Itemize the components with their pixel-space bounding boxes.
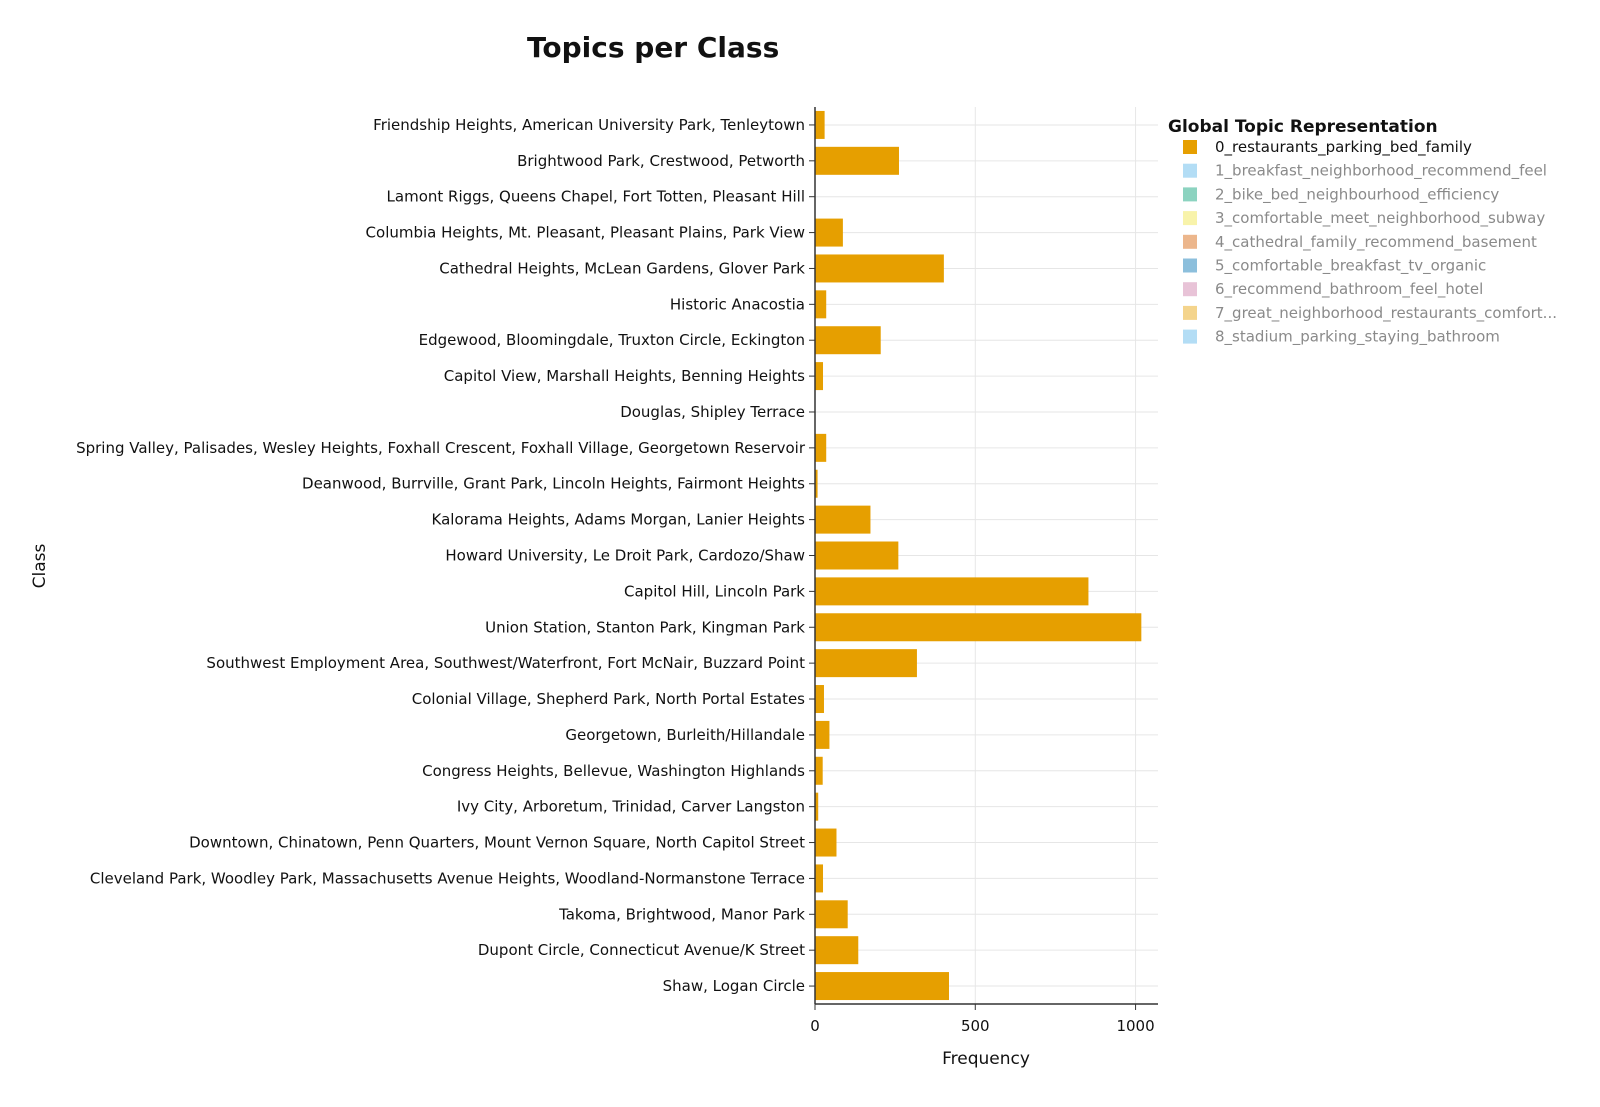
bar[interactable]: [815, 433, 827, 462]
legend-swatch: [1183, 282, 1197, 297]
legend-item[interactable]: 7_great_neighborhood_restaurants_comfort…: [1183, 304, 1557, 323]
bar[interactable]: [815, 685, 824, 714]
legend-item[interactable]: 3_comfortable_meet_neighborhood_subway: [1183, 209, 1545, 228]
legend-swatch: [1183, 163, 1197, 178]
legend-item[interactable]: 0_restaurants_parking_bed_family: [1183, 138, 1472, 157]
bar[interactable]: [815, 936, 859, 965]
legend-swatch: [1183, 329, 1197, 344]
x-tick-label: 500: [961, 1017, 990, 1035]
legend-swatch: [1183, 234, 1197, 249]
category-label: Colonial Village, Shepherd Park, North P…: [412, 690, 805, 708]
legend-swatch: [1183, 187, 1197, 202]
bar[interactable]: [815, 541, 899, 570]
category-label: Brightwood Park, Crestwood, Petworth: [517, 152, 805, 170]
y-axis-title: Class: [30, 543, 50, 588]
category-label: Georgetown, Burleith/Hillandale: [565, 726, 805, 744]
legend-label: 8_stadium_parking_staying_bathroom: [1215, 328, 1500, 347]
bar[interactable]: [815, 613, 1142, 642]
legend[interactable]: Global Topic Representation 0_restaurant…: [1168, 117, 1557, 347]
category-label: Cleveland Park, Woodley Park, Massachuse…: [90, 869, 805, 887]
legend-label: 5_comfortable_breakfast_tv_organic: [1215, 257, 1486, 276]
legend-label: 7_great_neighborhood_restaurants_comfort…: [1215, 304, 1557, 323]
category-label: Congress Heights, Bellevue, Washington H…: [422, 762, 805, 780]
bar[interactable]: [815, 326, 881, 355]
category-label: Union Station, Stanton Park, Kingman Par…: [485, 618, 805, 636]
x-tick-labels: 0 500 1000: [810, 1017, 1154, 1035]
bar[interactable]: [815, 649, 917, 678]
bar[interactable]: [815, 972, 949, 1001]
category-label: Historic Anacostia: [670, 295, 805, 313]
bar[interactable]: [815, 290, 827, 319]
bar[interactable]: [815, 577, 1089, 606]
bar[interactable]: [815, 218, 843, 247]
bar[interactable]: [815, 828, 837, 857]
bar[interactable]: [815, 469, 818, 498]
category-label: Spring Valley, Palisades, Wesley Heights…: [76, 439, 806, 457]
legend-label: 2_bike_bed_neighbourhood_efficiency: [1215, 185, 1499, 204]
category-label: Southwest Employment Area, Southwest/Wat…: [206, 654, 805, 672]
category-label: Lamont Riggs, Queens Chapel, Fort Totten…: [387, 188, 805, 206]
legend-item[interactable]: 5_comfortable_breakfast_tv_organic: [1183, 257, 1486, 276]
category-label: Takoma, Brightwood, Manor Park: [558, 905, 805, 923]
axis-layer: [809, 107, 1158, 1010]
x-tick-label: 0: [810, 1017, 820, 1035]
legend-item[interactable]: 4_cathedral_family_recommend_basement: [1183, 233, 1537, 252]
category-label: Edgewood, Bloomingdale, Truxton Circle, …: [419, 331, 805, 349]
category-label: Deanwood, Burrville, Grant Park, Lincoln…: [302, 475, 805, 493]
category-label: Kalorama Heights, Adams Morgan, Lanier H…: [432, 511, 806, 529]
legend-item[interactable]: 1_breakfast_neighborhood_recommend_feel: [1183, 162, 1547, 181]
bar[interactable]: [815, 362, 824, 391]
legend-label: 6_recommend_bathroom_feel_hotel: [1215, 280, 1483, 299]
bar[interactable]: [815, 864, 824, 893]
legend-swatch: [1183, 211, 1197, 226]
category-label: Cathedral Heights, McLean Gardens, Glove…: [439, 259, 805, 277]
bar[interactable]: [815, 792, 819, 821]
bar[interactable]: [815, 720, 830, 749]
legend-label: 1_breakfast_neighborhood_recommend_feel: [1215, 162, 1547, 181]
legend-swatch: [1183, 140, 1197, 154]
legend-swatch: [1183, 305, 1197, 320]
category-label: Douglas, Shipley Terrace: [620, 403, 805, 421]
legend-label: 3_comfortable_meet_neighborhood_subway: [1215, 209, 1545, 228]
category-labels: Friendship Heights, American University …: [76, 116, 806, 995]
category-label: Capitol View, Marshall Heights, Benning …: [444, 367, 805, 385]
bar[interactable]: [815, 756, 823, 785]
legend-label: 4_cathedral_family_recommend_basement: [1215, 233, 1537, 252]
legend-item[interactable]: 6_recommend_bathroom_feel_hotel: [1183, 280, 1483, 299]
bar[interactable]: [815, 505, 871, 534]
bar[interactable]: [815, 110, 825, 139]
category-label: Columbia Heights, Mt. Pleasant, Pleasant…: [366, 224, 805, 242]
bars-layer: [815, 110, 1142, 1001]
category-label: Dupont Circle, Connecticut Avenue/K Stre…: [478, 941, 805, 959]
category-label: Ivy City, Arboretum, Trinidad, Carver La…: [457, 798, 805, 816]
bar[interactable]: [815, 254, 944, 283]
category-label: Downtown, Chinatown, Penn Quarters, Moun…: [189, 834, 805, 852]
legend-label: 0_restaurants_parking_bed_family: [1215, 138, 1472, 157]
x-axis-title: Frequency: [942, 1049, 1030, 1069]
x-tick-label: 1000: [1116, 1017, 1154, 1035]
bar[interactable]: [815, 900, 848, 929]
bar[interactable]: [815, 146, 899, 175]
category-label: Howard University, Le Droit Park, Cardoz…: [445, 547, 805, 565]
category-label: Friendship Heights, American University …: [373, 116, 805, 134]
chart-title: Topics per Class: [527, 31, 779, 64]
legend-item[interactable]: 8_stadium_parking_staying_bathroom: [1183, 328, 1500, 347]
category-label: Capitol Hill, Lincoln Park: [624, 582, 805, 600]
legend-title: Global Topic Representation: [1168, 117, 1438, 137]
category-label: Shaw, Logan Circle: [663, 977, 805, 995]
legend-item[interactable]: 2_bike_bed_neighbourhood_efficiency: [1183, 185, 1499, 204]
legend-swatch: [1183, 258, 1197, 273]
